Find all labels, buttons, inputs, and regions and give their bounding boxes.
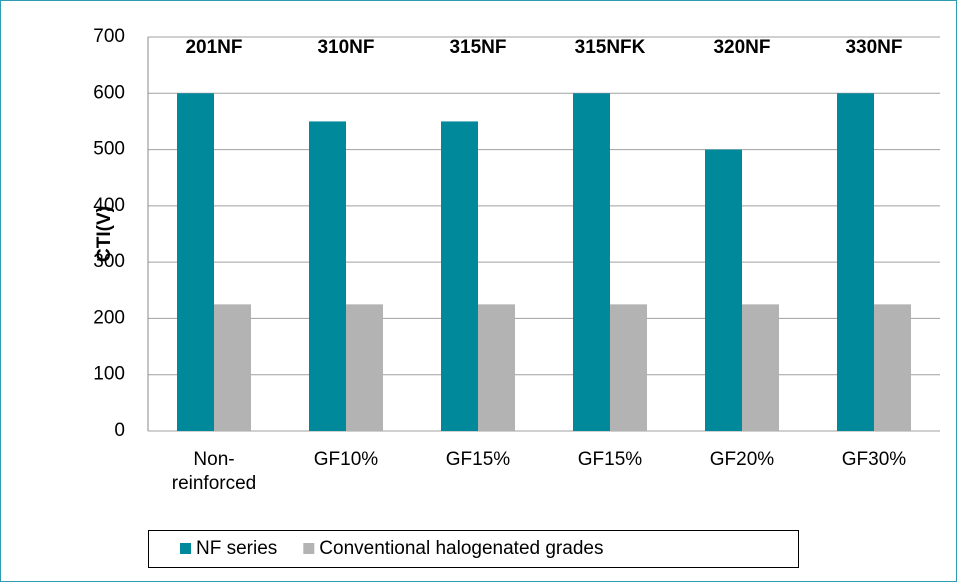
legend-label: NF series — [196, 538, 277, 559]
bar — [478, 304, 515, 431]
y-tick-label: 700 — [93, 26, 125, 47]
y-tick-label: 100 — [93, 364, 125, 385]
y-tick-label: 500 — [93, 139, 125, 160]
bar — [441, 121, 478, 431]
annotation: 310NF — [317, 37, 374, 58]
annotation: 320NF — [713, 37, 770, 58]
legend-swatch — [303, 543, 315, 554]
x-tick-label: GF15% — [445, 449, 511, 470]
x-tick-label: GF20% — [709, 449, 775, 470]
y-tick-label: 600 — [93, 82, 125, 103]
x-tick-label: GF15% — [577, 449, 643, 470]
bar — [573, 93, 610, 432]
bar — [214, 304, 251, 431]
bar — [874, 304, 911, 431]
y-axis-label: CTI(V) — [94, 206, 115, 262]
legend-label: Conventional halogenated grades — [319, 538, 603, 559]
y-tick-label: 200 — [93, 307, 125, 328]
bar — [309, 121, 346, 431]
bar — [742, 304, 779, 431]
bar — [346, 304, 383, 431]
annotation: 330NF — [845, 37, 902, 58]
legend-box — [148, 530, 799, 568]
bar — [610, 304, 647, 431]
y-tick-label: 300 — [93, 251, 125, 272]
x-tick-label: GF10% — [313, 449, 379, 470]
x-tick-label: GF30% — [841, 449, 907, 470]
y-tick-label: 400 — [93, 195, 125, 216]
y-tick-label: 0 — [114, 420, 125, 441]
annotation: 315NF — [449, 37, 506, 58]
annotation: 315NFK — [575, 37, 646, 58]
bar — [177, 93, 214, 432]
legend-swatch — [180, 543, 191, 554]
bar — [837, 93, 874, 432]
annotation: 201NF — [185, 37, 242, 58]
bar — [705, 149, 742, 432]
x-tick-label: Non-reinforced — [171, 449, 257, 494]
